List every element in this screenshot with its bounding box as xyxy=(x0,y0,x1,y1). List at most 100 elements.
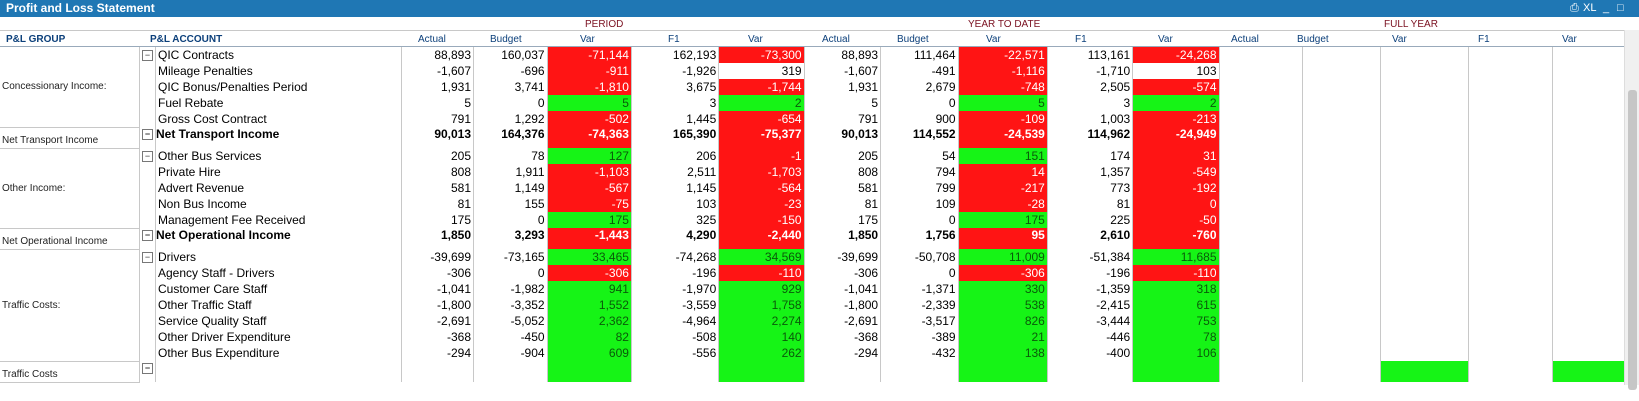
col-header-full-f1[interactable]: F1 xyxy=(1478,34,1490,45)
period-cell: 175 xyxy=(401,212,475,228)
full-year-cell xyxy=(1468,281,1554,297)
table-row[interactable]: Agency Staff - Drivers -306 0 -306 -196 -110-… xyxy=(0,265,1639,281)
full-year-cell xyxy=(1302,313,1381,329)
minimize-button[interactable]: _ xyxy=(1603,2,1610,14)
ytd-cell: 151 xyxy=(958,148,1048,164)
table-row[interactable]: Concessionary Income: − QIC Contracts 88,89… xyxy=(0,47,1639,128)
period-cell: 0 xyxy=(473,212,548,228)
col-header-full-budget[interactable]: Budget xyxy=(1297,34,1329,45)
full-year-cell xyxy=(1468,164,1554,180)
table-row[interactable]: Advert Revenue 581 1,149 -567 1,145 -564 581 79… xyxy=(0,180,1639,196)
collapse-icon[interactable]: − xyxy=(139,361,156,382)
collapse-icon[interactable]: − xyxy=(139,228,156,249)
table-row[interactable]: Private Hire 808 1,911 -1,103 2,511 -1,703 808… xyxy=(0,164,1639,180)
total-row[interactable]: Traffic Costs − xyxy=(0,361,1639,383)
table-row[interactable]: QIC Bonus/Penalties Period 1,931 3,741 -1,8… xyxy=(0,79,1639,95)
scrollbar-thumb[interactable] xyxy=(1628,90,1637,390)
ytd-cell: -1,116 xyxy=(958,63,1048,79)
collapse-icon[interactable]: − xyxy=(139,249,156,265)
period-cell: 103 xyxy=(631,196,720,212)
full-year-cell xyxy=(1302,249,1381,265)
col-header-period-f1[interactable]: F1 xyxy=(668,34,680,45)
excel-export-button[interactable]: XL xyxy=(1583,2,1597,14)
account-name: Other Bus Services xyxy=(155,148,403,164)
ytd-cell: -110 xyxy=(1132,265,1220,281)
collapse-icon[interactable]: − xyxy=(139,47,156,63)
period-cell: -39,699 xyxy=(401,249,475,265)
full-year-total-cell xyxy=(1380,361,1469,382)
ytd-cell: -1,607 xyxy=(804,63,882,79)
col-header-ytd-actual[interactable]: Actual xyxy=(822,34,850,45)
full-year-cell xyxy=(1380,95,1469,111)
ytd-cell: 330 xyxy=(958,281,1048,297)
col-header-period-budget[interactable]: Budget xyxy=(490,34,522,45)
minus-box-icon[interactable]: − xyxy=(142,49,153,61)
ytd-cell: 138 xyxy=(958,345,1048,361)
table-row[interactable]: Other Driver Expenditure -368 -450 82 -508 14… xyxy=(0,329,1639,345)
table-row[interactable]: Non Bus Income 81 155 -75 103 -23 81 109 -28 81 0 xyxy=(0,196,1639,212)
maximize-button[interactable]: □ xyxy=(1617,2,1624,14)
period-cell: -4,964 xyxy=(631,313,720,329)
ytd-cell: -491 xyxy=(880,63,959,79)
col-header-ytd-var2[interactable]: Var xyxy=(1158,34,1173,45)
full-year-cell xyxy=(1380,148,1469,164)
full-year-total-cell xyxy=(1380,228,1469,249)
account-name: Gross Cost Contract xyxy=(155,111,403,127)
table-row[interactable]: Customer Care Staff -1,041 -1,982 941 -1,970… xyxy=(0,281,1639,297)
print-icon[interactable]: ⎙ xyxy=(1570,2,1579,14)
ytd-cell: -192 xyxy=(1132,180,1220,196)
ytd-cell: 799 xyxy=(880,180,959,196)
ytd-cell: 0 xyxy=(1132,196,1220,212)
table-row[interactable]: Gross Cost Contract 791 1,292 -502 1,445 -654… xyxy=(0,111,1639,127)
col-header-ytd-budget[interactable]: Budget xyxy=(897,34,929,45)
table-row[interactable]: Management Fee Received 175 0 175 325 -150 175… xyxy=(0,212,1639,228)
ytd-total-cell: 2,610 xyxy=(1047,228,1134,249)
vertical-scrollbar[interactable] xyxy=(1624,30,1639,390)
table-row[interactable]: Mileage Penalties -1,607 -696 -911 -1,926 319… xyxy=(0,63,1639,79)
col-header-period-var2[interactable]: Var xyxy=(748,34,763,45)
col-header-period-actual[interactable]: Actual xyxy=(418,34,446,45)
collapse-icon[interactable]: − xyxy=(139,148,156,164)
full-year-cell xyxy=(1219,313,1304,329)
full-year-cell xyxy=(1468,265,1554,281)
ytd-cell: -50,708 xyxy=(880,249,959,265)
table-row[interactable]: Traffic Costs: − Drivers -39,699 -73,165 33,4… xyxy=(0,249,1639,362)
ytd-cell: 11,009 xyxy=(958,249,1048,265)
total-row[interactable]: Net Operational Income − Net Operational I… xyxy=(0,228,1639,250)
col-header-full-var2[interactable]: Var xyxy=(1562,34,1577,45)
col-header-full-actual[interactable]: Actual xyxy=(1231,34,1259,45)
col-header-ytd-var[interactable]: Var xyxy=(986,34,1001,45)
period-cell: 162,193 xyxy=(631,47,720,63)
table-row[interactable]: Other Traffic Staff -1,800 -3,352 1,552 -3,5… xyxy=(0,297,1639,313)
col-header-group[interactable]: P&L GROUP xyxy=(6,34,66,45)
ytd-cell: 31 xyxy=(1132,148,1220,164)
table-row[interactable]: Fuel Rebate 5 0 5 3 2 5 0 5 3 2 xyxy=(0,95,1639,111)
period-cell: 808 xyxy=(401,164,475,180)
period-total-cell: 165,390 xyxy=(631,127,720,148)
col-header-account[interactable]: P&L ACCOUNT xyxy=(150,34,223,45)
expand-spacer xyxy=(139,95,156,111)
period-cell: 0 xyxy=(473,95,548,111)
ytd-cell: 753 xyxy=(1132,313,1220,329)
table-row[interactable]: Other Income: − Other Bus Services 205 78 127… xyxy=(0,148,1639,229)
minus-box-icon[interactable]: − xyxy=(142,363,153,374)
period-cell: -74,268 xyxy=(631,249,720,265)
ytd-total-cell: 114,962 xyxy=(1047,127,1134,148)
col-header-ytd-f1[interactable]: F1 xyxy=(1075,34,1087,45)
period-cell: 2,362 xyxy=(547,313,632,329)
minus-box-icon[interactable]: − xyxy=(142,251,153,263)
col-header-full-var[interactable]: Var xyxy=(1392,34,1407,45)
ytd-cell: -549 xyxy=(1132,164,1220,180)
table-row[interactable]: Service Quality Staff -2,691 -5,052 2,362 -4… xyxy=(0,313,1639,329)
full-year-cell xyxy=(1302,79,1381,95)
collapse-icon[interactable]: − xyxy=(139,127,156,148)
account-name: Other Traffic Staff xyxy=(155,297,403,313)
period-cell: 2 xyxy=(718,95,805,111)
col-header-period-var[interactable]: Var xyxy=(580,34,595,45)
minus-box-icon[interactable]: − xyxy=(142,230,153,241)
minus-box-icon[interactable]: − xyxy=(142,150,153,162)
ytd-cell: 14 xyxy=(958,164,1048,180)
total-row[interactable]: Net Transport Income − Net Transport Incom… xyxy=(0,127,1639,149)
table-row[interactable]: Other Bus Expenditure -294 -904 609 -556 262-… xyxy=(0,345,1639,361)
minus-box-icon[interactable]: − xyxy=(142,129,153,140)
